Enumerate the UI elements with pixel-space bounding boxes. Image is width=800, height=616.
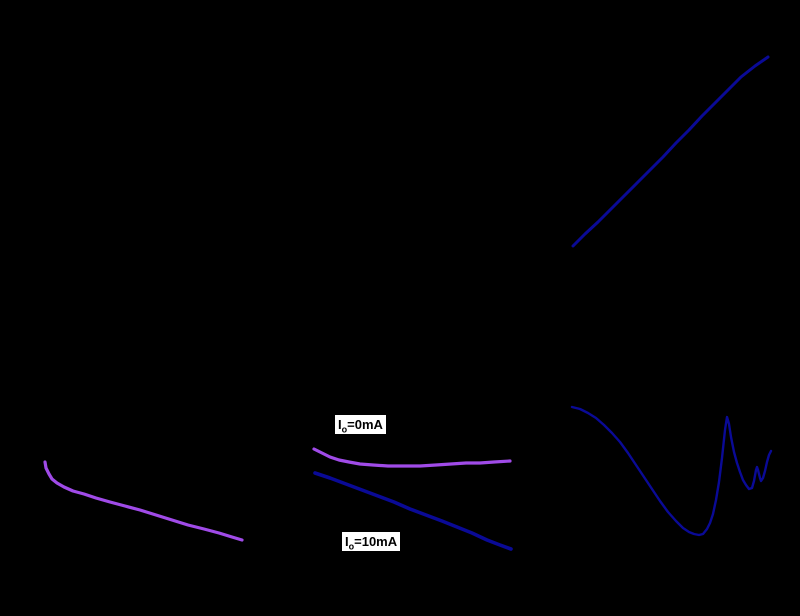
annotation-io-0ma-base: I [338,417,342,432]
annotation-io-0ma-rest: =0mA [347,417,383,432]
annotation-io-10ma: Io=10mA [342,532,401,552]
curve-bottom-left-decaying [43,460,244,542]
curve-top-right-rising-line [571,55,770,248]
curve-mid-io-0ma [312,447,512,468]
curve-bottom-right-resonance [570,405,773,537]
annotation-io-0ma: Io=0mA [335,415,386,434]
annotation-io-10ma-rest: =10mA [354,534,398,549]
curve-mid-io-10ma [313,471,513,551]
annotation-io-0ma-sub: o [341,424,348,435]
annotation-io-10ma-base: I [345,534,349,549]
annotation-io-10ma-sub: o [348,541,355,552]
